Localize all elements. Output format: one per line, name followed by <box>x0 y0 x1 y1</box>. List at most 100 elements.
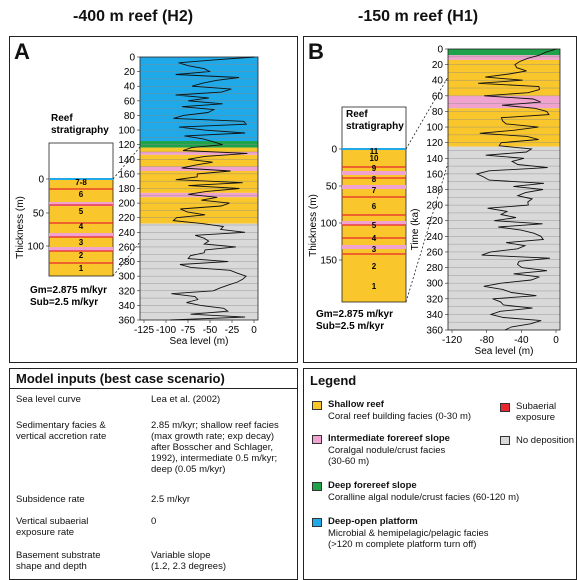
legend-title-open-platform: Deep-open platform <box>328 516 418 527</box>
time-tick-label-100: 100 <box>118 126 135 137</box>
strat-top-layer <box>342 148 406 150</box>
sealevel-tick-label-3: 0 <box>553 335 559 346</box>
time-tick-label-80: 80 <box>124 111 136 122</box>
legend-title-deep-slope: Deep forereef slope <box>328 480 417 491</box>
panel-b: B 02040608010012014016018020022024026028… <box>303 36 577 363</box>
row-basement-label: Basement substrate shape and depth <box>16 550 101 572</box>
rate-sub: Sub=2.5 m/kyr <box>316 321 384 332</box>
sealevel-tick-label-5: 0 <box>251 325 257 336</box>
rate-gm: Gm=2.875 m/kyr <box>316 309 393 320</box>
time-tick-label-120: 120 <box>426 138 443 149</box>
time-tick-label-260: 260 <box>118 242 135 253</box>
sealevel-axis-label: Sea level (m) <box>170 336 229 347</box>
time-tick-label-280: 280 <box>426 263 443 274</box>
strat-unit-5: 5 <box>372 221 377 230</box>
connector-1 <box>112 241 141 277</box>
row-subsidence-value: 2.5 m/kyr <box>151 494 191 505</box>
time-tick-label-160: 160 <box>118 169 135 180</box>
legend-swatch-intermediate <box>312 435 322 444</box>
time-tick-label-320: 320 <box>118 286 135 297</box>
strat-unit-4: 4 <box>372 234 377 243</box>
time-band-1 <box>448 55 560 60</box>
legend-swatch-exposure <box>500 403 510 412</box>
strat-pink-layer-3 <box>342 245 406 249</box>
row-exposure-value: 0 <box>151 516 157 527</box>
sealevel-tick-label-3: -50 <box>203 325 218 336</box>
legend-box: Legend Shallow reef Coral reef building … <box>303 368 577 580</box>
connector-0 <box>112 146 141 180</box>
time-axis-label: Time (ka) <box>410 209 421 251</box>
time-tick-label-320: 320 <box>426 294 443 305</box>
strat-unit-1: 1 <box>79 264 84 273</box>
strat-title-line1: Reef <box>51 113 73 124</box>
time-tick-label-280: 280 <box>118 257 135 268</box>
legend-swatch-open-platform <box>312 518 322 527</box>
time-tick-label-340: 340 <box>118 301 135 312</box>
legend-title: Legend <box>310 373 357 388</box>
strat-unit-2: 2 <box>79 251 84 260</box>
sea-level-curve <box>475 48 557 331</box>
legend-title-intermediate: Intermediate forereef slope <box>328 433 450 444</box>
time-band-1 <box>140 141 258 148</box>
time-band-3 <box>140 151 258 155</box>
sealevel-axis-label: Sea level (m) <box>475 346 534 357</box>
panel-b-label: B <box>308 39 324 64</box>
legend-title-shallow: Shallow reef <box>328 399 384 410</box>
legend-swatch-deep-slope <box>312 482 322 491</box>
time-band-6 <box>140 170 258 193</box>
strat-unit-9: 9 <box>372 164 377 173</box>
strat-unit-10: 10 <box>370 154 379 163</box>
time-tick-label-60: 60 <box>124 96 136 107</box>
time-tick-label-120: 120 <box>118 140 135 151</box>
time-tick-label-80: 80 <box>432 107 444 118</box>
strat-pink-layer-0 <box>342 171 406 175</box>
time-tick-label-40: 40 <box>432 76 444 87</box>
row-exposure-label: Vertical subaerial exposure rate <box>16 516 89 538</box>
thickness-axis-label: Thickness (m) <box>308 194 319 257</box>
thickness-tick-label-50: 50 <box>33 209 45 220</box>
thickness-axis-label: Thickness (m) <box>15 196 26 259</box>
legend-desc-shallow: Coral reef building facies (0-30 m) <box>328 411 472 422</box>
strat-pink-layer-1 <box>342 185 406 189</box>
time-band-2 <box>140 147 258 152</box>
thickness-tick-label-100: 100 <box>27 242 44 253</box>
time-band-9 <box>140 210 258 224</box>
panel-a: A 0 20 40 60 80 100 120 140 160 180 200 220 240 260 28… <box>9 36 298 363</box>
time-tick-label-100: 100 <box>426 123 443 134</box>
row-subsidence-label: Subsidence rate <box>16 494 85 505</box>
time-tick-label-140: 140 <box>118 155 135 166</box>
time-tick-label-200: 200 <box>118 199 135 210</box>
strat-pink-layer-0 <box>49 202 113 206</box>
strat-unit-1: 1 <box>372 282 377 291</box>
sealevel-tick-label-1: -100 <box>156 325 176 336</box>
panel-b-figure: 0204060801001201401601802002202402602803… <box>308 45 561 357</box>
strat-title-line2: stratigraphy <box>346 121 404 132</box>
legend-swatch-no-deposition <box>500 436 510 445</box>
strat-unit-6: 6 <box>372 202 377 211</box>
legend-desc-intermediate: Coralgal nodule/crust facies (30-60 m) <box>328 445 446 467</box>
sealevel-tick-label-2: -75 <box>181 325 196 336</box>
strat-unit-6: 6 <box>79 190 84 199</box>
time-tick-label-0: 0 <box>437 45 443 56</box>
strat-empty-top <box>48 142 114 180</box>
sea-level-curve <box>170 56 255 321</box>
strat-pink-layer-2 <box>342 221 406 225</box>
strat-unit-4: 4 <box>79 222 84 231</box>
legend-desc-deep-slope: Coralline algal nodule/crust facies (60-… <box>328 492 520 503</box>
time-band-8 <box>140 197 258 211</box>
row-facies-value: 2.85 m/kyr; shallow reef facies (max gro… <box>151 420 279 475</box>
sealevel-tick-label-0: -120 <box>442 335 462 346</box>
strat-unit-3: 3 <box>79 238 84 247</box>
thickness-tick-label-50: 50 <box>326 182 338 193</box>
legend-desc-no-deposition: No deposition <box>516 435 575 446</box>
legend-desc-exposure: Subaerial exposure <box>516 401 557 423</box>
thickness-tick-label-0: 0 <box>331 145 337 156</box>
row-basement-value: Variable slope (1.2, 2.3 degrees) <box>151 550 226 572</box>
time-tick-label-20: 20 <box>432 60 444 71</box>
time-tick-label-220: 220 <box>118 213 135 224</box>
strat-unit-7-8: 7-8 <box>75 178 87 187</box>
row-sea-level-label: Sea level curve <box>16 394 81 405</box>
thickness-tick-label-0: 0 <box>38 175 44 186</box>
time-band-2 <box>448 59 560 96</box>
sealevel-tick-label-1: -80 <box>479 335 494 346</box>
